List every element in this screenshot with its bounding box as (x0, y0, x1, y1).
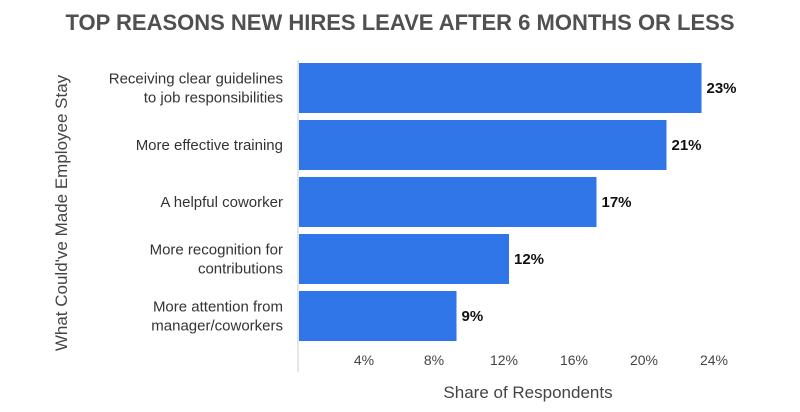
category-label: manager/coworkers (151, 318, 283, 335)
category-labels-group: Receiving clear guidelines to job respons… (109, 71, 283, 335)
chart-title: TOP REASONS NEW HIRES LEAVE AFTER 6 MONT… (65, 10, 734, 35)
category-label: to job responsibilities (144, 90, 283, 107)
bar-value-label: 9% (462, 308, 484, 325)
x-tick-label: 12% (490, 352, 518, 368)
x-tick-label: 20% (630, 352, 658, 368)
category-label: contributions (198, 261, 283, 278)
bars-group (299, 63, 702, 341)
bar-value-label: 23% (707, 80, 737, 97)
bar (299, 234, 509, 284)
bar (299, 63, 702, 113)
y-axis-title: What Could've Made Employee Stay (52, 74, 71, 351)
x-tick-label: 4% (354, 352, 374, 368)
bar (299, 177, 597, 227)
x-axis-title: Share of Respondents (443, 383, 612, 402)
category-label: More effective training (136, 137, 283, 154)
x-tick-label: 8% (424, 352, 444, 368)
bar-value-label: 21% (672, 137, 702, 154)
category-label: More recognition for (150, 242, 283, 259)
x-tick-label: 16% (560, 352, 588, 368)
x-tick-label: 24% (700, 352, 728, 368)
bar (299, 291, 457, 341)
category-label: A helpful coworker (160, 194, 283, 211)
bar-value-label: 17% (602, 194, 632, 211)
category-label: Receiving clear guidelines (109, 71, 283, 88)
bar (299, 120, 667, 170)
x-tick-labels-group: 4% 8% 12% 16% 20% 24% (354, 352, 728, 368)
bar-value-label: 12% (514, 251, 544, 268)
value-labels-group: 23% 21% 17% 12% 9% (462, 80, 737, 325)
category-label: More attention from (153, 299, 283, 316)
